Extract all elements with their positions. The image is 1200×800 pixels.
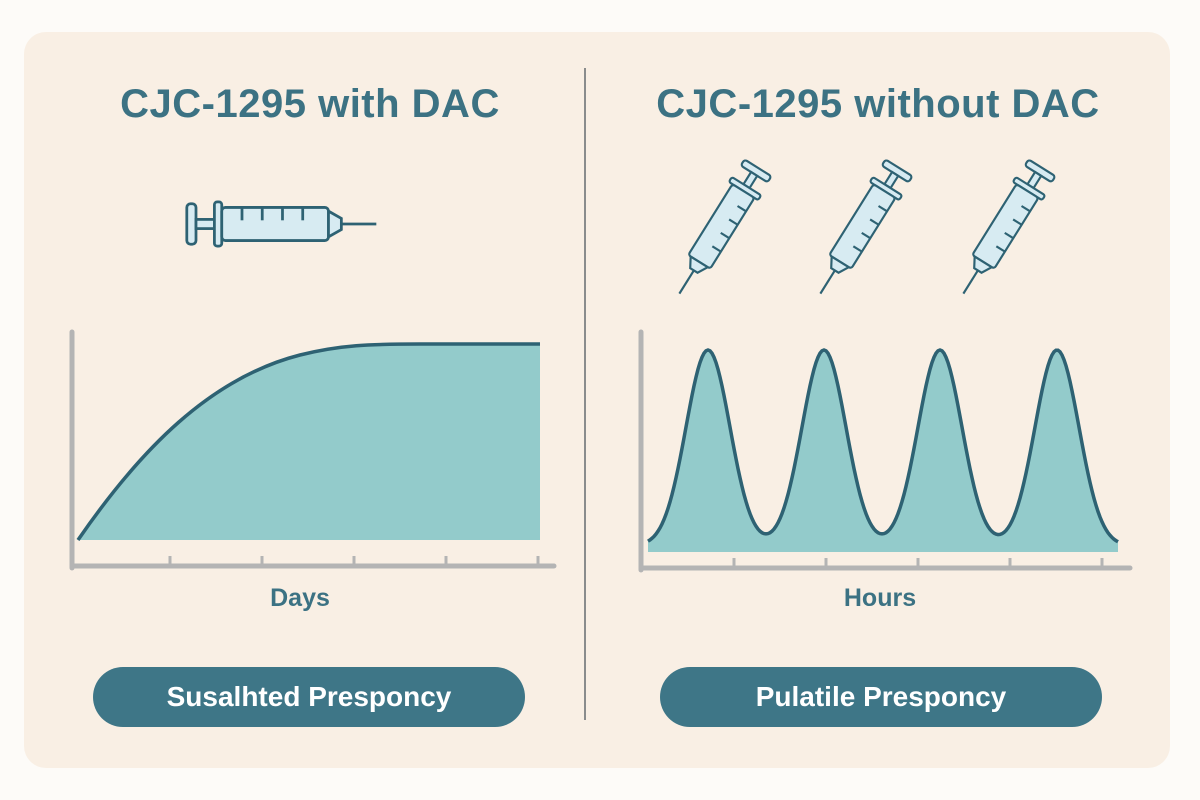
left-panel-title: CJC-1295 with DAC — [120, 82, 500, 126]
pulsatile-curve-line — [647, 348, 1119, 544]
syringe-icon — [947, 157, 1058, 304]
panel-divider — [584, 68, 586, 720]
syringe-icon — [185, 200, 378, 248]
pulsatile-curve-chart — [638, 329, 1133, 573]
pulsatile-badge: Pulatile Presponcy — [660, 667, 1102, 727]
syringe-icon — [663, 157, 774, 304]
sustained-curve-chart — [69, 329, 557, 571]
sustained-curve-area — [78, 344, 540, 540]
syringe-icon — [804, 157, 915, 304]
sustained-badge: Susalhted Presponcy — [93, 667, 525, 727]
sustained-curve-line — [76, 342, 540, 541]
right-x-axis-label: Hours — [843, 584, 917, 612]
left-x-axis-label: Days — [270, 584, 330, 612]
right-panel-title: CJC-1295 without DAC — [656, 82, 1100, 126]
pulsatile-curve-area — [648, 350, 1118, 552]
